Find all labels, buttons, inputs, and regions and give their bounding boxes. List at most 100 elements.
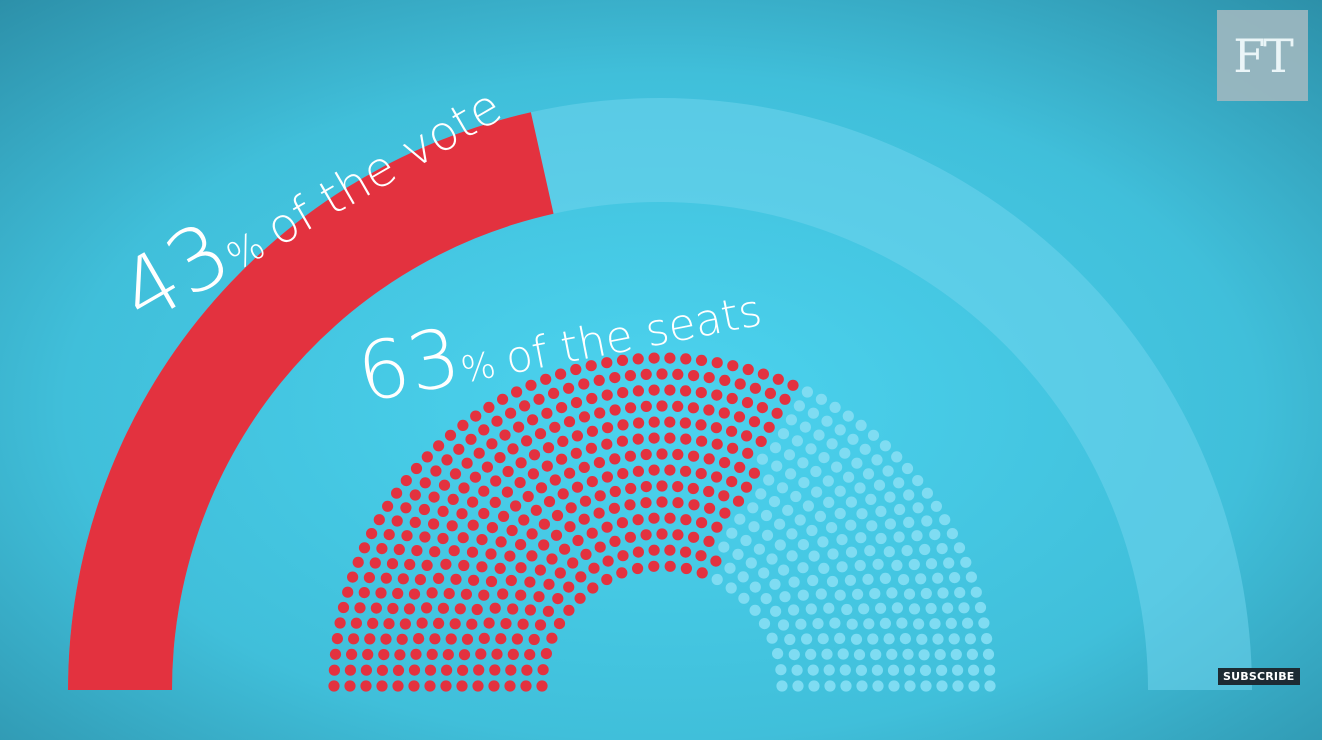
seat-dot-highlight <box>485 548 497 560</box>
seat-dot-highlight <box>392 664 405 677</box>
seat-dot <box>886 648 898 661</box>
seat-dot <box>718 541 730 553</box>
subscribe-button[interactable]: SUBSCRIBE <box>1218 668 1300 685</box>
seat-dot-highlight <box>711 438 723 450</box>
seat-dot-highlight <box>601 389 613 401</box>
seat-dot-highlight <box>593 374 605 386</box>
seat-dot-highlight <box>617 387 629 399</box>
seat-dot-highlight <box>537 664 549 676</box>
seat-dot-highlight <box>498 510 510 522</box>
seat-dot <box>863 618 875 630</box>
seat-dot <box>808 680 820 692</box>
seat-dot-highlight <box>458 482 470 494</box>
seat-dot-highlight <box>656 400 668 412</box>
seat-dot-highlight <box>358 542 371 554</box>
seat-dot-highlight <box>509 500 522 512</box>
seat-dot-highlight <box>507 443 519 455</box>
seat-dot <box>913 618 925 630</box>
seat-dot-highlight <box>473 664 485 676</box>
seat-dot-highlight <box>578 513 590 525</box>
seat-dot-highlight <box>380 572 392 584</box>
seat-dot-highlight <box>445 633 457 645</box>
seat-dot-highlight <box>640 448 652 461</box>
seat-dot-highlight <box>570 363 582 376</box>
seat-dot-highlight <box>593 507 605 519</box>
seat-dot <box>887 664 900 676</box>
seat-dot-highlight <box>557 435 569 447</box>
seat-dot-highlight <box>696 567 708 579</box>
seat-dot-highlight <box>447 493 459 505</box>
seat-dot <box>898 574 910 586</box>
seat-dot-highlight <box>540 648 553 660</box>
seat-dot <box>768 496 781 508</box>
seat-dot-highlight <box>456 508 468 520</box>
seat-dot-highlight <box>403 603 416 615</box>
seat-dot <box>805 603 817 615</box>
seat-dot <box>852 588 864 600</box>
seat-dot-highlight <box>522 490 534 503</box>
seat-dot-highlight <box>521 435 533 447</box>
seat-dot-highlight <box>526 550 538 562</box>
seat-dot-highlight <box>373 514 385 526</box>
seat-dot <box>858 603 870 615</box>
seat-dot <box>932 572 944 584</box>
seat-dot-highlight <box>538 539 550 551</box>
seat-dot <box>847 433 859 445</box>
seat-dot <box>747 502 759 514</box>
seat-dot-highlight <box>525 379 537 391</box>
seat-dot-highlight <box>433 617 445 630</box>
seat-dot-highlight <box>703 535 715 548</box>
seat-dot <box>879 572 892 585</box>
seat-dot-highlight <box>329 648 342 660</box>
seat-dot <box>948 633 960 645</box>
seat-dot-highlight <box>421 451 433 463</box>
seat-dot-highlight <box>393 543 405 556</box>
seat-dot <box>939 514 951 526</box>
seat-dot-highlight <box>511 633 523 645</box>
seat-dot-highlight <box>779 393 791 405</box>
seat-dot-highlight <box>632 514 644 526</box>
seat-dot-highlight <box>609 372 621 384</box>
seat-dot <box>795 618 807 630</box>
seat-dot-highlight <box>483 617 495 629</box>
vote-gauge <box>68 98 1252 691</box>
seat-dot-highlight <box>601 521 613 533</box>
seat-dot <box>823 602 835 614</box>
seat-dot-highlight <box>695 354 708 366</box>
seat-dot <box>837 648 849 660</box>
seat-dot-highlight <box>624 370 637 382</box>
seat-dot <box>785 414 798 426</box>
seat-dot <box>845 496 858 508</box>
seat-dot <box>808 550 820 562</box>
seat-dot <box>740 534 752 547</box>
seat-dot <box>834 632 846 645</box>
ft-logo: FT <box>1217 10 1308 101</box>
seat-dot <box>908 558 920 571</box>
seat-dot-highlight <box>401 530 413 542</box>
seat-dot-highlight <box>409 516 421 529</box>
seat-dot-highlight <box>400 502 412 514</box>
seat-dot <box>915 573 927 585</box>
seat-dot <box>929 529 941 541</box>
seat-dot-highlight <box>726 392 738 405</box>
seat-dot <box>784 633 796 646</box>
seat-dot-highlight <box>505 664 517 676</box>
seat-dot-highlight <box>409 489 421 501</box>
seat-dot-highlight <box>688 531 700 543</box>
seat-dot-highlight <box>505 574 517 587</box>
seat-dot <box>859 443 871 455</box>
seat-dot-highlight <box>440 558 452 570</box>
seat-dot <box>792 680 804 692</box>
seat-dot-highlight <box>554 567 566 579</box>
seat-dot-highlight <box>687 402 700 414</box>
seat-dot-highlight <box>346 648 358 661</box>
seat-dot-highlight <box>380 633 392 645</box>
seat-dot-highlight <box>467 519 479 531</box>
seat-dot-highlight <box>632 353 644 365</box>
seat-dot <box>818 562 830 575</box>
seat-dot-highlight <box>546 553 558 565</box>
seat-dot <box>786 528 798 540</box>
seat-dot-highlight <box>507 603 519 615</box>
seat-dot <box>790 490 802 503</box>
seat-dot-highlight <box>497 588 509 600</box>
